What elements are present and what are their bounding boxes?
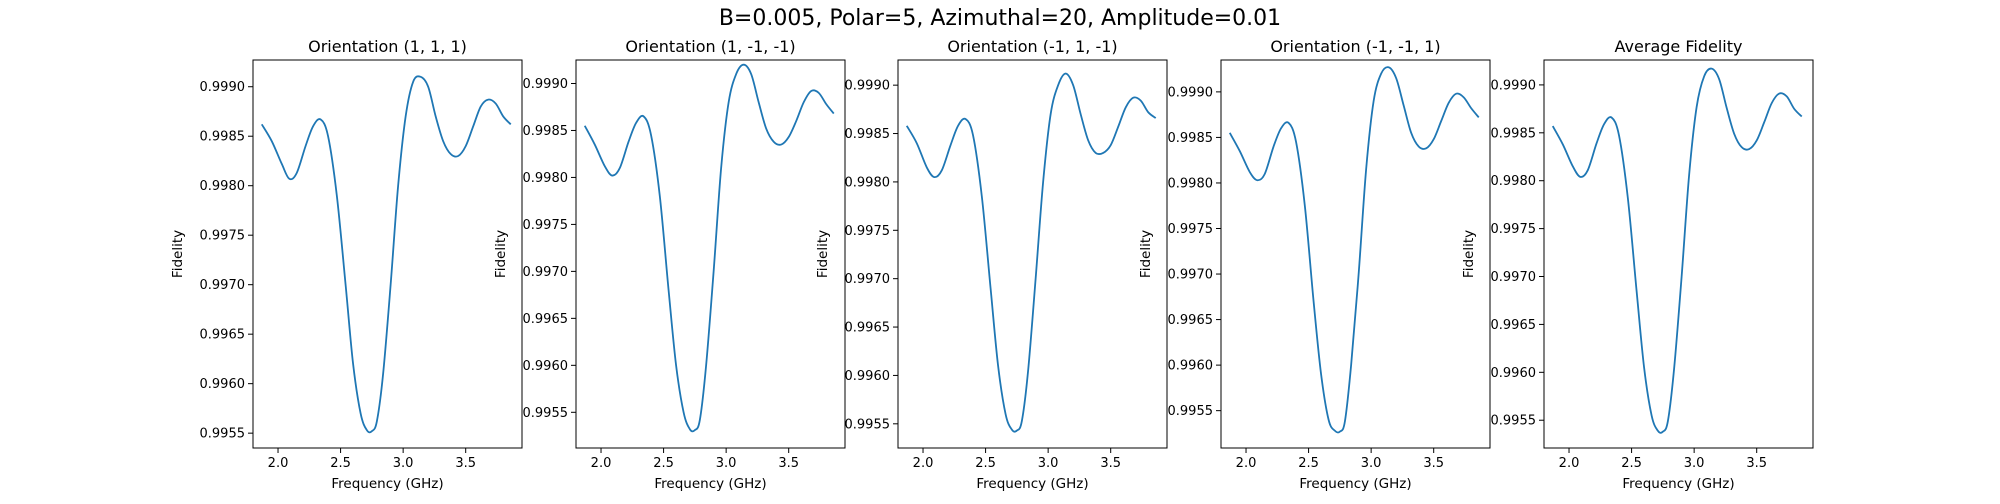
y-tick-label: 0.9965: [200, 328, 246, 343]
x-tick-label: 3.0: [1361, 456, 1382, 471]
plot-frame: [252, 59, 523, 449]
y-tick-label: 0.9965: [1491, 318, 1537, 333]
y-tick-label: 0.9975: [1491, 222, 1537, 237]
y-tick-label: 0.9990: [523, 77, 569, 92]
y-tick-label: 0.9955: [845, 417, 891, 432]
y-tick-label: 0.9960: [1491, 366, 1537, 381]
fidelity-line: [1551, 67, 1803, 434]
y-tick-label: 0.9980: [523, 171, 569, 186]
y-axis-label: Fidelity: [1138, 230, 1154, 278]
x-tick-label: 2.5: [330, 456, 351, 471]
y-axis-label: Fidelity: [170, 230, 186, 278]
y-tick-label: 0.9960: [845, 369, 891, 384]
fidelity-line: [1228, 66, 1480, 434]
x-tick-label: 2.0: [913, 456, 934, 471]
y-tick-label: 0.9975: [845, 224, 891, 239]
y-tick-label: 0.9960: [200, 377, 246, 392]
y-tick-label: 0.9985: [200, 130, 246, 145]
y-tick-label: 0.9960: [1168, 359, 1214, 374]
subplot-4: Orientation (-1, -1, 1) 2.0 2.5 3.0 3.5 0.995…: [1138, 37, 1491, 492]
y-tick-label: 0.9975: [523, 218, 569, 233]
y-tick-label: 0.9975: [200, 229, 246, 244]
x-tick-label: 3.5: [1100, 456, 1121, 471]
x-axis-label: Frequency (GHz): [976, 476, 1088, 492]
x-tick-label: 3.0: [1684, 456, 1705, 471]
subplot-1: Orientation (1, 1, 1) 2.0 2.5 3.0 3.5 0.9955 0…: [170, 37, 523, 492]
subplot-3: Orientation (-1, 1, -1) 2.0 2.5 3.0 3.5 0.995…: [815, 37, 1168, 492]
fidelity-line: [260, 75, 512, 434]
x-tick-label: 3.0: [716, 456, 737, 471]
subplot-title: Average Fidelity: [1615, 37, 1743, 56]
subplot-5: Average Fidelity 2.0 2.5 3.0 3.5 0.9955 0.9960…: [1461, 37, 1814, 492]
x-tick-label: 2.0: [1236, 456, 1257, 471]
subplot-title: Orientation (-1, 1, -1): [947, 37, 1117, 56]
fidelity-line: [905, 72, 1157, 433]
y-tick-label: 0.9965: [845, 321, 891, 336]
y-tick-label: 0.9985: [523, 124, 569, 139]
x-tick-label: 2.5: [1621, 456, 1642, 471]
x-tick-label: 2.0: [591, 456, 612, 471]
y-tick-label: 0.9980: [1491, 174, 1537, 189]
y-tick-label: 0.9980: [845, 175, 891, 190]
subplot-title: Orientation (1, 1, 1): [308, 37, 467, 56]
y-tick-label: 0.9955: [200, 427, 246, 442]
y-tick-label: 0.9985: [845, 127, 891, 142]
x-tick-label: 2.0: [1559, 456, 1580, 471]
x-axis-label: Frequency (GHz): [1299, 476, 1411, 492]
fidelity-line: [583, 63, 835, 433]
x-tick-label: 2.5: [975, 456, 996, 471]
y-axis-label: Fidelity: [1461, 230, 1477, 278]
x-tick-label: 2.0: [268, 456, 289, 471]
x-tick-label: 3.5: [455, 456, 476, 471]
y-tick-label: 0.9970: [200, 278, 246, 293]
y-tick-label: 0.9970: [1491, 270, 1537, 285]
y-tick-label: 0.9990: [1491, 78, 1537, 93]
subplot-title: Orientation (1, -1, -1): [625, 37, 795, 56]
y-tick-label: 0.9985: [1168, 131, 1214, 146]
y-tick-label: 0.9965: [1168, 313, 1214, 328]
x-axis-label: Frequency (GHz): [654, 476, 766, 492]
subplot-title: Orientation (-1, -1, 1): [1270, 37, 1440, 56]
plot-frame: [897, 59, 1168, 449]
y-axis-label: Fidelity: [493, 230, 509, 278]
y-tick-label: 0.9980: [1168, 176, 1214, 191]
plot-frame: [1543, 59, 1814, 449]
x-tick-label: 3.5: [1746, 456, 1767, 471]
x-tick-label: 3.5: [778, 456, 799, 471]
y-tick-label: 0.9970: [845, 272, 891, 287]
y-tick-label: 0.9990: [845, 79, 891, 94]
x-tick-label: 3.5: [1423, 456, 1444, 471]
x-tick-label: 3.0: [1038, 456, 1059, 471]
y-tick-label: 0.9990: [1168, 85, 1214, 100]
plot-frame: [1220, 59, 1491, 449]
x-axis-label: Frequency (GHz): [1622, 476, 1734, 492]
figure-title: B=0.005, Polar=5, Azimuthal=20, Amplitud…: [718, 6, 1282, 31]
y-axis-label: Fidelity: [815, 230, 831, 278]
x-tick-label: 2.5: [1298, 456, 1319, 471]
y-tick-label: 0.9985: [1491, 126, 1537, 141]
y-tick-label: 0.9965: [523, 312, 569, 327]
y-tick-label: 0.9970: [1168, 268, 1214, 283]
y-tick-label: 0.9955: [1491, 414, 1537, 429]
y-tick-label: 0.9960: [523, 359, 569, 374]
x-axis-label: Frequency (GHz): [331, 476, 443, 492]
y-tick-label: 0.9955: [523, 406, 569, 421]
y-tick-label: 0.9980: [200, 179, 246, 194]
y-tick-label: 0.9975: [1168, 222, 1214, 237]
y-tick-label: 0.9990: [200, 80, 246, 95]
y-tick-label: 0.9955: [1168, 404, 1214, 419]
plot-frame: [575, 59, 846, 449]
subplot-2: Orientation (1, -1, -1) 2.0 2.5 3.0 3.5 0.995…: [493, 37, 846, 492]
x-tick-label: 3.0: [393, 456, 414, 471]
x-tick-label: 2.5: [653, 456, 674, 471]
y-tick-label: 0.9970: [523, 265, 569, 280]
